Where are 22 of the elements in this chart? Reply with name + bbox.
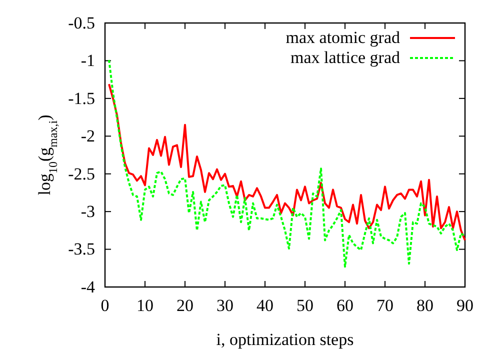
line-series bbox=[108, 83, 466, 242]
x-tick-label: 50 bbox=[296, 296, 314, 316]
y-tick-label: -3.5 bbox=[68, 240, 95, 259]
x-tick-label: 80 bbox=[416, 296, 434, 316]
x-tick-label: 90 bbox=[456, 296, 474, 316]
x-tick-label: 40 bbox=[256, 296, 274, 316]
legend-label: max lattice grad bbox=[290, 48, 400, 67]
y-tick-label: -2.5 bbox=[68, 164, 95, 184]
x-axis-title: i, optimization steps bbox=[216, 330, 354, 349]
x-tick-label: 10 bbox=[136, 296, 154, 316]
y-tick-label: -1.5 bbox=[68, 88, 95, 108]
x-tick-label: 30 bbox=[216, 296, 234, 316]
x-tick-label: 70 bbox=[376, 296, 394, 316]
y-tick-label: -4 bbox=[80, 277, 96, 296]
x-tick-label: 0 bbox=[100, 296, 110, 316]
y-tick-label: -1 bbox=[80, 51, 95, 70]
y-tick-label: -3 bbox=[80, 202, 95, 222]
y-tick-label: -2 bbox=[80, 126, 95, 146]
x-tick-label: 20 bbox=[176, 296, 194, 316]
y-tick-label: -0.5 bbox=[68, 13, 95, 32]
x-tick-label: 60 bbox=[336, 296, 354, 316]
legend-label: max atomic grad bbox=[286, 28, 400, 47]
